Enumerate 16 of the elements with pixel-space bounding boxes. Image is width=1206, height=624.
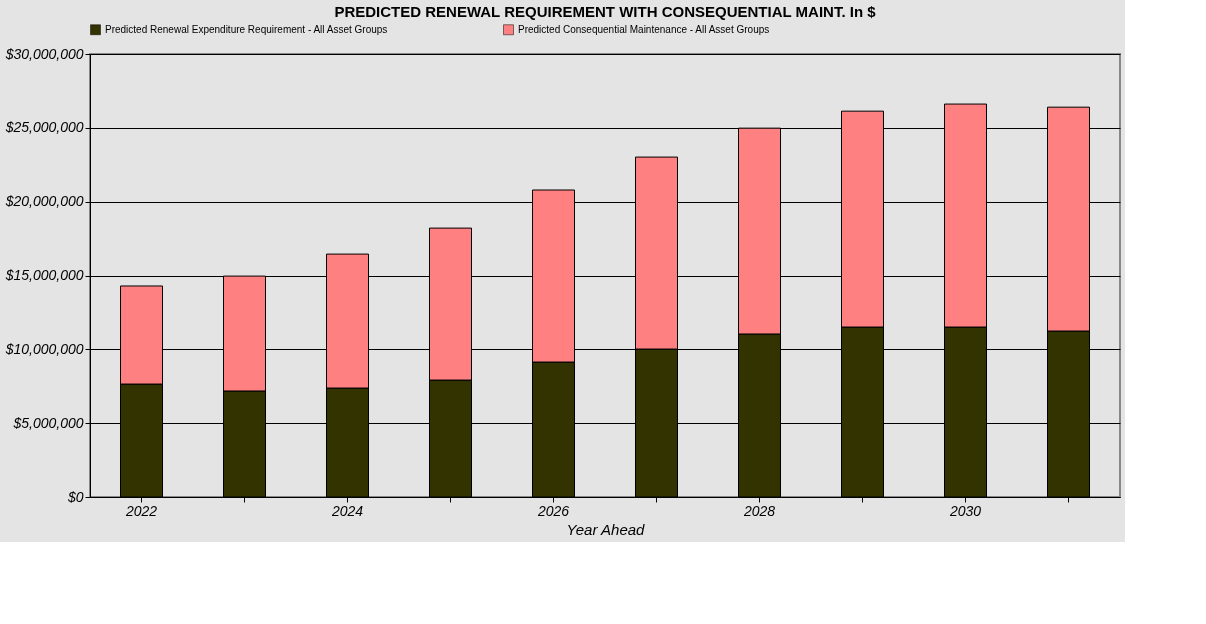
y-tick-label: $10,000,000 bbox=[4, 340, 84, 357]
chart-title: PREDICTED RENEWAL REQUIREMENT WITH CONSEQUENTIAL MAINT. In $ bbox=[334, 3, 877, 20]
y-tick-label: $5,000,000 bbox=[12, 414, 84, 431]
y-tick-label: $30,000,000 bbox=[4, 45, 84, 62]
y-tick-label: $15,000,000 bbox=[4, 267, 84, 283]
x-tick-label: 2026 bbox=[536, 502, 570, 519]
x-tick-label: 2024 bbox=[330, 502, 364, 519]
y-tick-label: $0 bbox=[66, 488, 84, 505]
y-tick-label: $25,000,000 bbox=[4, 119, 84, 136]
x-tick-label: 2030 bbox=[948, 502, 982, 519]
x-tick-label: 2022 bbox=[124, 502, 158, 519]
x-axis-title: Year Ahead bbox=[566, 520, 646, 538]
legend-label: Predicted Consequential Maintenance - All Asset Groups bbox=[518, 23, 770, 35]
y-tick-label: $20,000,000 bbox=[4, 193, 84, 210]
x-tick-label: 2028 bbox=[742, 502, 776, 519]
legend-label: Predicted Renewal Expenditure Requirement - All Asset Groups bbox=[105, 23, 388, 35]
